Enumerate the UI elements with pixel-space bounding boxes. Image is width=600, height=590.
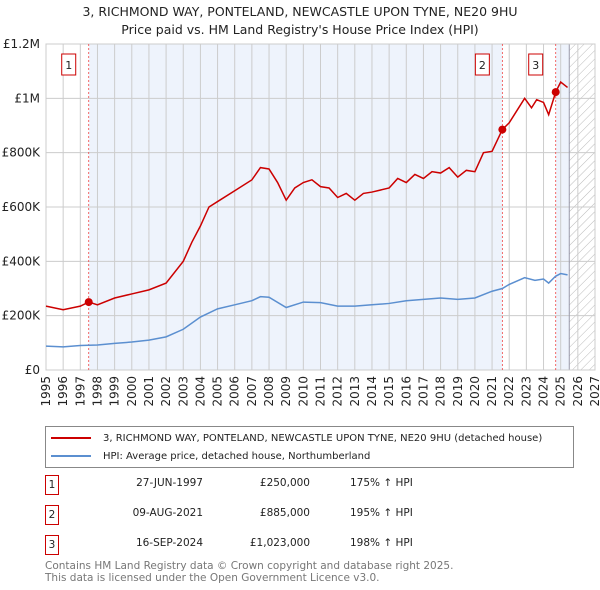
sale-date: 27-JUN-1997 bbox=[136, 477, 203, 489]
sale-marker-box: 1 bbox=[45, 475, 59, 495]
x-tick-label: 2004 bbox=[193, 376, 207, 407]
x-tick-label: 2019 bbox=[451, 376, 465, 407]
x-tick-label: 2018 bbox=[434, 376, 448, 407]
x-tick-label: 2013 bbox=[348, 376, 362, 407]
y-tick-label: £600K bbox=[2, 200, 42, 214]
sale-hpi: 198% ↑ HPI bbox=[350, 537, 413, 549]
price-line bbox=[45, 80, 569, 311]
sale-date: 16-SEP-2024 bbox=[135, 537, 203, 549]
legend: 3, RICHMOND WAY, PONTELAND, NEWCASTLE UP… bbox=[45, 426, 574, 468]
plot-border bbox=[45, 43, 596, 371]
y-tick-label: £400K bbox=[2, 254, 42, 268]
sale-price: £250,000 bbox=[259, 477, 310, 489]
x-tick-label: 1995 bbox=[39, 376, 53, 407]
sale-point bbox=[84, 298, 93, 307]
x-tick-label: 2025 bbox=[554, 376, 568, 407]
sale-label-box bbox=[474, 53, 490, 76]
x-tick-label: 2001 bbox=[142, 376, 156, 407]
x-tick-label: 2009 bbox=[279, 376, 293, 407]
x-tick-label: 2000 bbox=[125, 376, 139, 407]
y-tick-label: £800K bbox=[2, 146, 42, 160]
x-tick-label: 2014 bbox=[365, 376, 379, 407]
x-tick-label: 2016 bbox=[399, 376, 413, 407]
sale-price: £1,023,000 bbox=[249, 537, 310, 549]
y-tick-label: £200K bbox=[2, 309, 42, 323]
x-tick-label: 2012 bbox=[331, 376, 345, 407]
sale-point bbox=[551, 88, 560, 97]
legend-label: HPI: Average price, detached house, Nort… bbox=[103, 450, 371, 462]
x-tick-label: 2006 bbox=[228, 376, 242, 407]
y-tick-label: £1M bbox=[14, 91, 40, 105]
x-tick-label: 2007 bbox=[245, 376, 259, 407]
x-tick-label: 2026 bbox=[571, 376, 585, 407]
sale-point bbox=[498, 125, 507, 134]
sale-marker-box: 3 bbox=[45, 535, 59, 555]
legend-swatch-red bbox=[51, 437, 91, 439]
x-tick-label: 2027 bbox=[588, 376, 600, 407]
x-tick-label: 1997 bbox=[73, 376, 87, 407]
x-tick-label: 2024 bbox=[537, 376, 551, 407]
y-tick-label: £0 bbox=[25, 363, 40, 377]
sale-label: 2 bbox=[479, 59, 486, 72]
x-tick-label: 2020 bbox=[468, 376, 482, 407]
x-tick-label: 2005 bbox=[211, 376, 225, 407]
y-tick-label: £1.2M bbox=[3, 37, 40, 51]
sale-hpi: 195% ↑ HPI bbox=[350, 507, 413, 519]
sale-label-box bbox=[61, 53, 77, 76]
sale-marker-box: 2 bbox=[45, 505, 59, 525]
x-tick-label: 2015 bbox=[382, 376, 396, 407]
x-tick-label: 1996 bbox=[56, 376, 70, 407]
footer-copyright: Contains HM Land Registry data © Crown c… bbox=[45, 560, 454, 572]
footer-licence: This data is licensed under the Open Gov… bbox=[45, 572, 380, 584]
x-tick-label: 1999 bbox=[108, 376, 122, 407]
plot-area: 1995 1996 1997 1998 1999 2000 2001 2002 2003 2004… bbox=[2, 37, 600, 407]
x-tick-label: 2021 bbox=[485, 376, 499, 407]
x-tick-label: 2022 bbox=[502, 376, 516, 407]
x-tick-label: 2011 bbox=[314, 376, 328, 407]
legend-item-property: 3, RICHMOND WAY, PONTELAND, NEWCASTLE UP… bbox=[51, 430, 542, 446]
x-tick-label: 2023 bbox=[519, 376, 533, 407]
x-tick-label: 2003 bbox=[176, 376, 190, 407]
sale-label-box bbox=[528, 53, 544, 76]
legend-item-hpi: HPI: Average price, detached house, Nort… bbox=[51, 448, 370, 464]
x-tick-label: 1998 bbox=[90, 376, 104, 407]
sale-label: 3 bbox=[532, 59, 539, 72]
sale-date: 09-AUG-2021 bbox=[132, 507, 203, 519]
legend-swatch-blue bbox=[51, 455, 91, 457]
x-tick-label: 2002 bbox=[159, 376, 173, 407]
sale-hpi: 175% ↑ HPI bbox=[350, 477, 413, 489]
chart-subtitle: Price paid vs. HM Land Registry's House … bbox=[121, 22, 479, 37]
hpi-line bbox=[45, 272, 568, 348]
legend-label: 3, RICHMOND WAY, PONTELAND, NEWCASTLE UP… bbox=[103, 432, 543, 444]
x-tick-label: 2017 bbox=[416, 376, 430, 407]
sale-price: £885,000 bbox=[259, 507, 310, 519]
sale-label: 1 bbox=[65, 59, 72, 72]
x-tick-label: 2010 bbox=[296, 376, 310, 407]
chart-title: 3, RICHMOND WAY, PONTELAND, NEWCASTLE UP… bbox=[82, 4, 518, 19]
x-tick-label: 2008 bbox=[262, 376, 276, 407]
